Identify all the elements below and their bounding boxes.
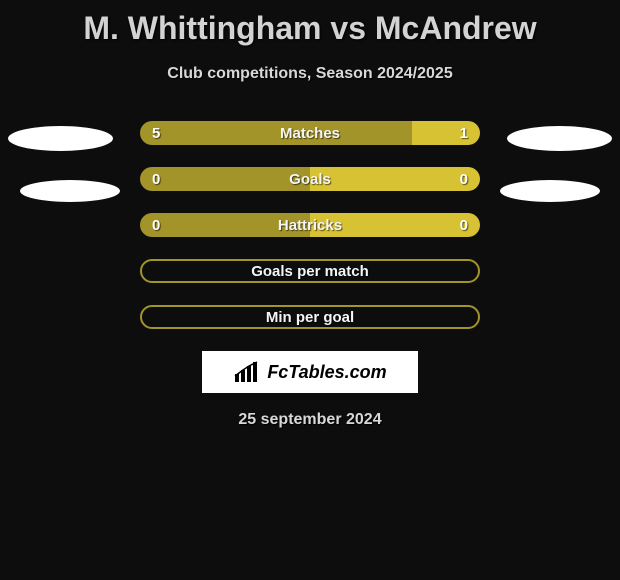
stat-bar-track: 00: [140, 213, 480, 237]
stat-bar-track: 00: [140, 167, 480, 191]
stat-bar-track: 51: [140, 121, 480, 145]
comparison-bars: 51Matches 00Goals 00Hattricks Goals per mat…: [0, 121, 620, 329]
stat-bar-empty: Min per goal: [140, 305, 480, 329]
logo-text: FcTables.com: [267, 362, 386, 383]
stat-bar-empty: Goals per match: [140, 259, 480, 283]
snapshot-date: 25 september 2024: [0, 411, 620, 429]
stat-bar: 00Goals: [140, 167, 480, 191]
stat-bar: 51Matches: [140, 121, 480, 145]
stat-bar-right-value: 0: [310, 213, 480, 237]
page-title: M. Whittingham vs McAndrew: [0, 0, 620, 47]
source-logo: FcTables.com: [202, 351, 418, 393]
stat-bar: 00Hattricks: [140, 213, 480, 237]
stat-bar-left-value: 5: [140, 121, 412, 145]
stat-bar-left-value: 0: [140, 213, 310, 237]
page-subtitle: Club competitions, Season 2024/2025: [0, 65, 620, 83]
stat-bar-right-value: 0: [310, 167, 480, 191]
stat-bar-right-value: 1: [412, 121, 480, 145]
bar-chart-icon: [233, 360, 261, 384]
stat-bar-left-value: 0: [140, 167, 310, 191]
